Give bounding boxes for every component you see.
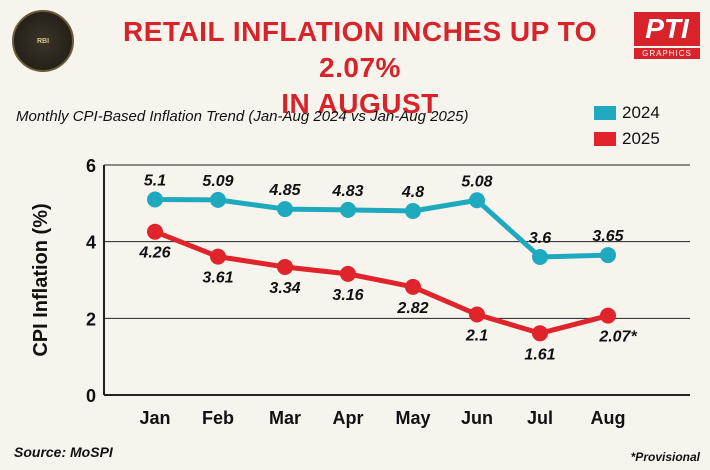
data-label-2024: 4.85 — [268, 182, 301, 199]
series-line-2024 — [154, 197, 609, 260]
chart-legend: 2024 2025 — [594, 100, 660, 152]
data-point-2025 — [532, 325, 548, 342]
data-point-2024 — [277, 201, 293, 218]
legend-swatch-2024 — [594, 106, 616, 120]
data-label-2025: 3.16 — [332, 287, 363, 304]
y-tick-label: 0 — [86, 386, 96, 406]
provisional-note: *Provisional — [630, 450, 700, 464]
x-tick-label: Mar — [269, 408, 301, 428]
series-line-2025 — [154, 229, 609, 336]
data-label-2025: 2.1 — [465, 328, 488, 345]
data-point-2025 — [340, 265, 356, 282]
data-label-2024: 5.1 — [144, 173, 166, 190]
x-tick-label: Aug — [591, 408, 626, 428]
pti-brand-sub: GRAPHICS — [634, 48, 700, 59]
title-line-2: IN AUGUST — [281, 88, 439, 119]
x-tick-label: Feb — [202, 408, 234, 428]
data-point-2024 — [405, 203, 421, 219]
y-tick-label: 4 — [86, 233, 96, 253]
data-point-2025 — [600, 307, 616, 324]
data-label-2025: 1.61 — [524, 346, 555, 363]
pti-logo: PTI GRAPHICS — [634, 12, 700, 60]
logo-text: RBI — [36, 37, 50, 45]
data-label-2025: 2.07* — [598, 329, 637, 346]
data-point-2025 — [210, 248, 226, 265]
x-tick-label: Apr — [333, 408, 364, 428]
data-label-2024: 5.08 — [461, 173, 492, 190]
x-tick-label: Jun — [461, 408, 493, 428]
chart-title: Monthly CPI-Based Inflation Trend (Jan-A… — [16, 108, 469, 125]
data-point-2024 — [147, 191, 163, 208]
pti-brand: PTI — [634, 12, 700, 46]
data-point-2024 — [469, 192, 485, 209]
data-label-2024: 4.83 — [331, 183, 363, 200]
x-tick-label: Jan — [139, 408, 170, 428]
data-label-2025: 3.61 — [202, 270, 233, 287]
page-title: RETAIL INFLATION INCHES UP TO 2.07% IN A… — [80, 14, 640, 122]
source-note: Source: MoSPI — [14, 444, 113, 460]
data-point-2024 — [600, 247, 616, 264]
legend-swatch-2025 — [594, 132, 616, 146]
data-label-2025: 3.34 — [269, 280, 300, 297]
data-label-2024: 5.09 — [202, 173, 233, 190]
data-label-2024: 3.6 — [529, 230, 551, 247]
data-point-2024 — [210, 191, 226, 208]
data-label-2025: 4.26 — [138, 245, 170, 262]
data-label-2025: 2.82 — [396, 300, 428, 317]
data-point-2024 — [532, 249, 548, 265]
data-point-2025 — [277, 258, 293, 275]
legend-label-2024: 2024 — [622, 103, 660, 122]
rbi-logo: RBI — [12, 10, 74, 72]
data-label-2024: 3.65 — [592, 228, 624, 245]
x-tick-label: May — [395, 408, 430, 428]
legend-label-2025: 2025 — [622, 129, 660, 148]
y-tick-label: 2 — [86, 309, 96, 329]
data-point-2025 — [147, 223, 163, 240]
y-tick-label: 6 — [86, 156, 96, 176]
data-point-2025 — [469, 306, 485, 323]
legend-item-2025: 2025 — [594, 126, 660, 152]
legend-item-2024: 2024 — [594, 100, 660, 126]
data-point-2025 — [405, 278, 421, 295]
y-axis-label: CPI Inflation (%) — [30, 203, 52, 356]
title-line-1: RETAIL INFLATION INCHES UP TO 2.07% — [123, 16, 597, 83]
data-point-2024 — [340, 201, 356, 218]
x-tick-label: Jul — [527, 408, 553, 428]
data-label-2024: 4.8 — [401, 184, 424, 201]
